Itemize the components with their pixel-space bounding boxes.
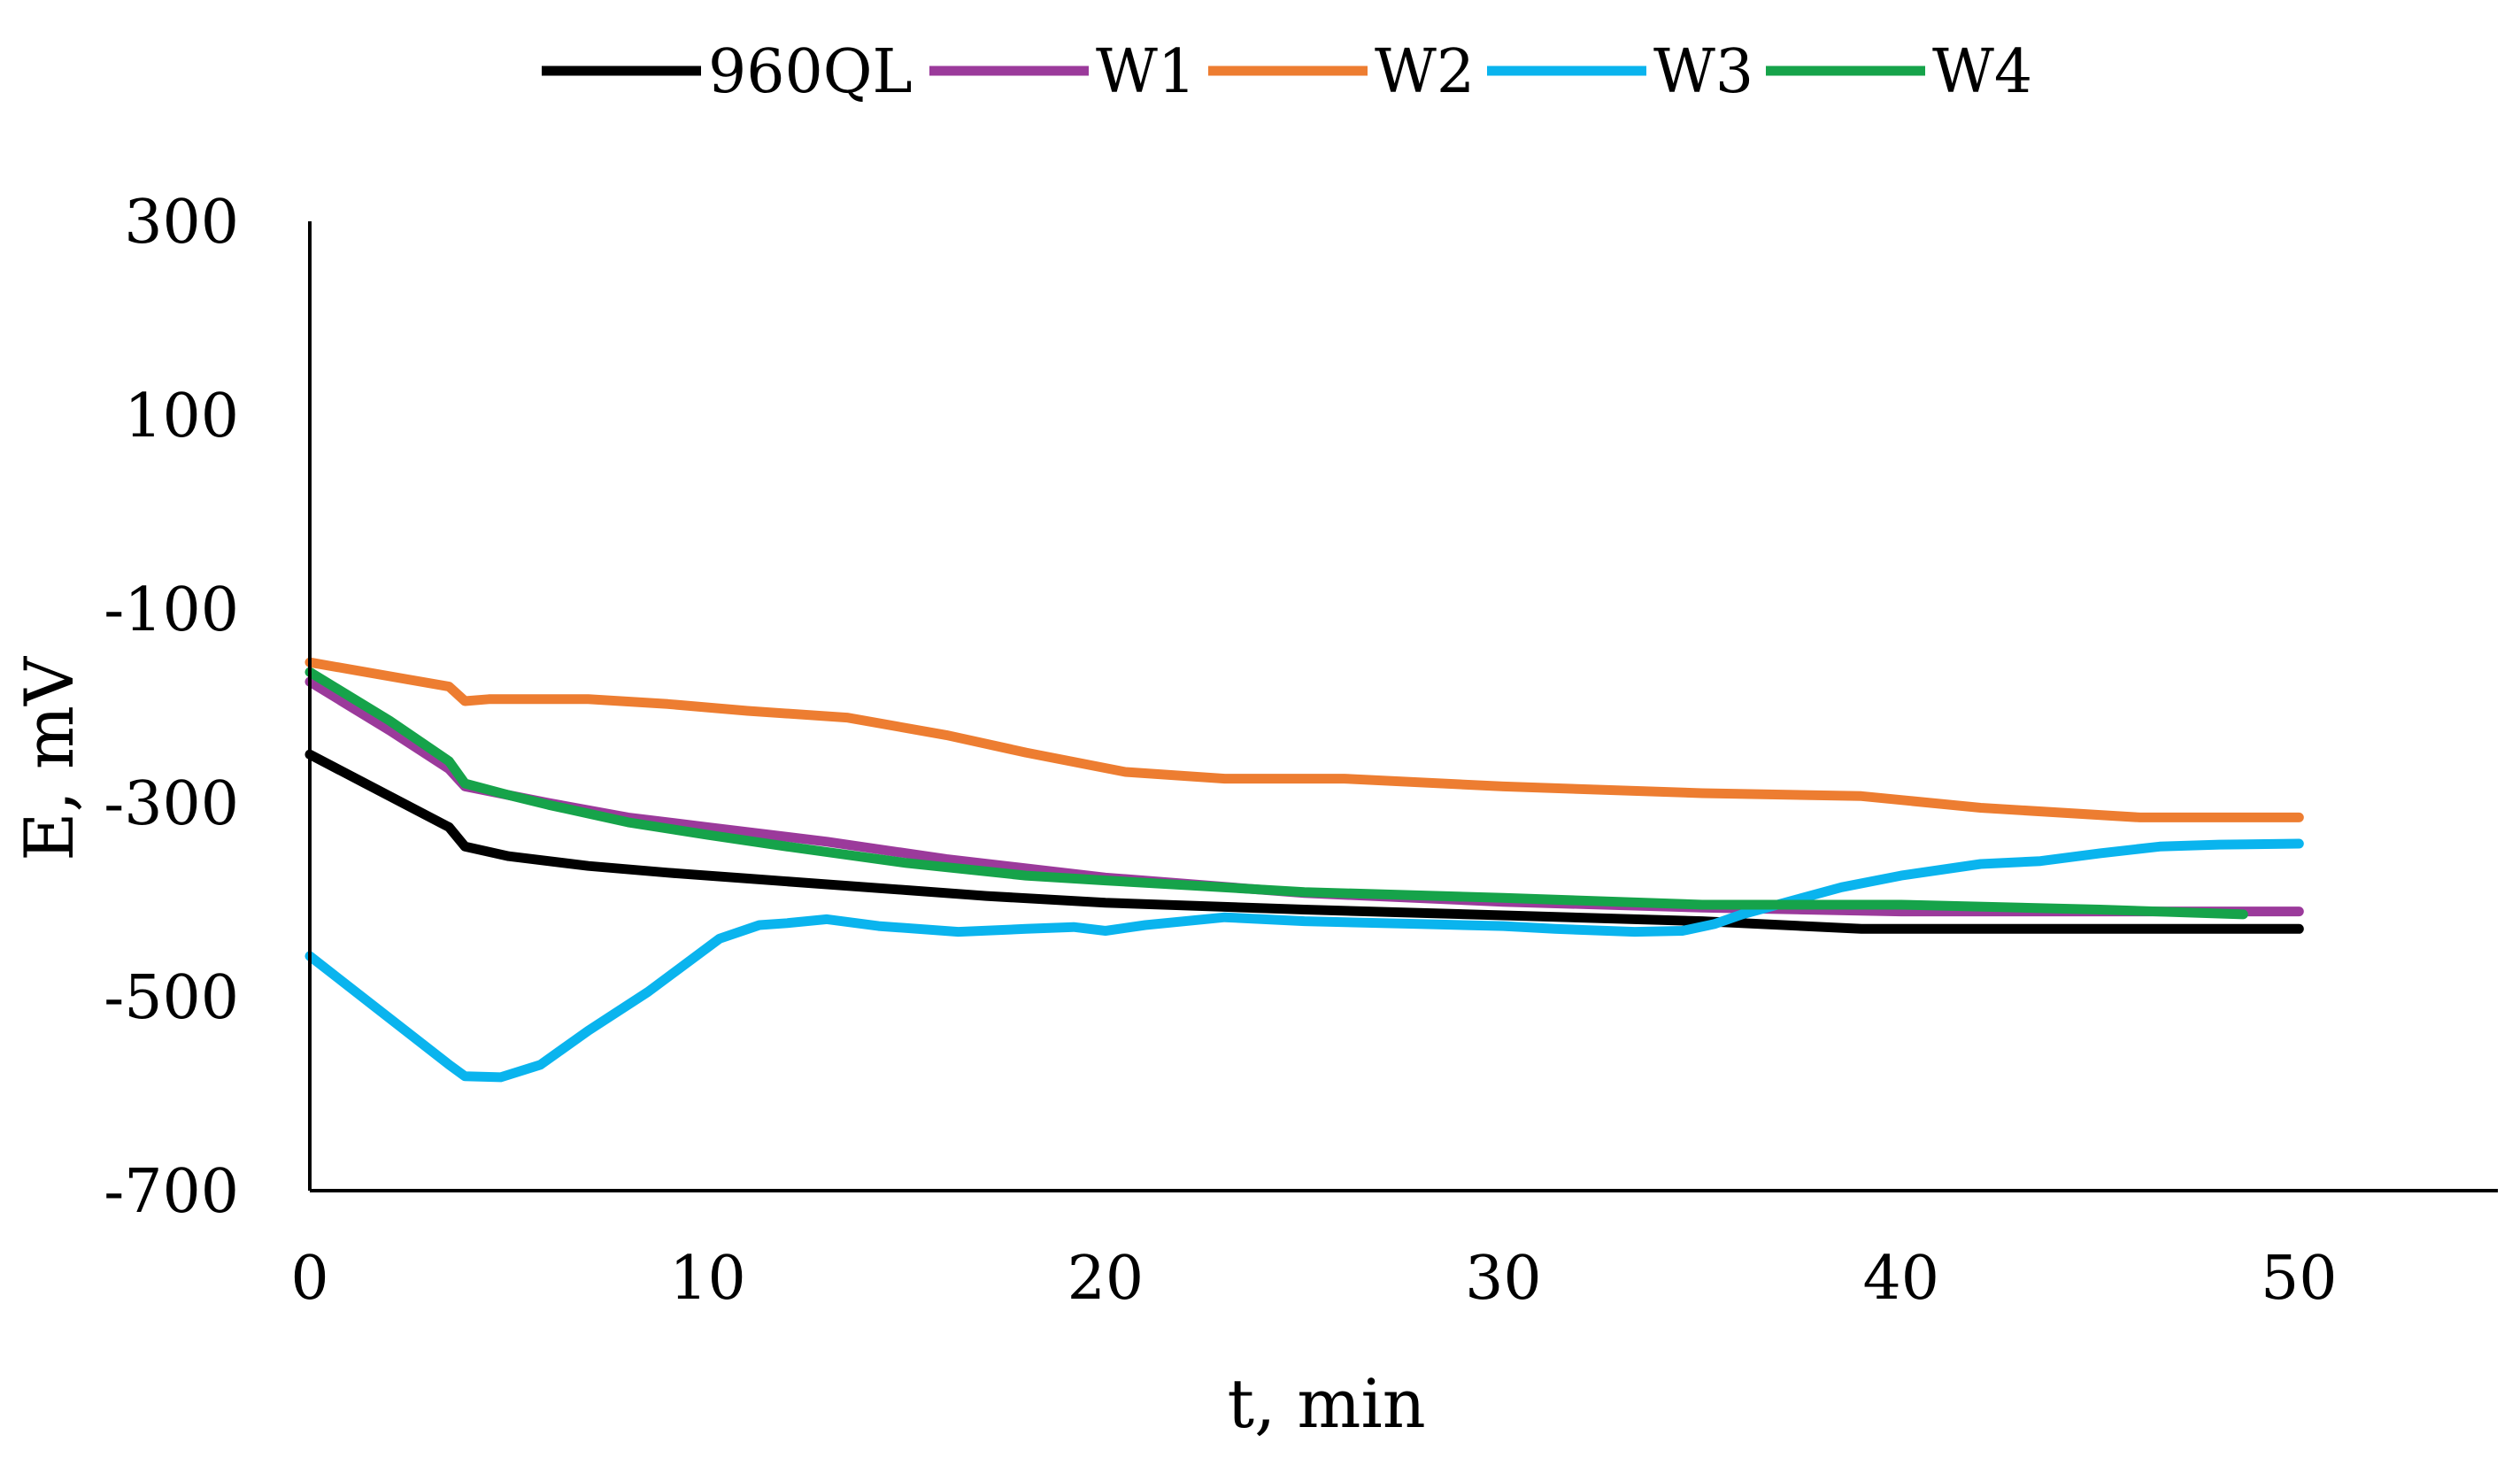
x-tick-label: 30 xyxy=(1465,1244,1542,1314)
legend-label: W1 xyxy=(1096,37,1196,107)
legend-label: 960QL xyxy=(708,37,913,107)
x-axis-title: t, min xyxy=(1228,1364,1426,1443)
x-tick-label: 40 xyxy=(1863,1244,1940,1314)
x-tick-label: 50 xyxy=(2261,1244,2338,1314)
series-line-w4 xyxy=(304,667,2248,920)
series-line-w1 xyxy=(304,676,2304,917)
legend-item-w1: W1 xyxy=(929,37,1196,107)
y-tick-label: -300 xyxy=(104,769,239,839)
y-tick-label: 100 xyxy=(124,382,239,451)
legend-item-960ql: 960QL xyxy=(542,37,913,107)
series-line-w3 xyxy=(304,838,2304,1083)
x-tick-label: 0 xyxy=(290,1244,328,1314)
x-tick-label: 10 xyxy=(669,1244,746,1314)
plot-series xyxy=(304,657,2304,1083)
legend-label: W4 xyxy=(1932,37,2032,107)
legend-item-w2: W2 xyxy=(1208,37,1475,107)
series-line-w2 xyxy=(304,657,2304,822)
legend: 960QL W1 W2 W3 W4 xyxy=(542,37,2032,107)
y-tick-label: -500 xyxy=(104,963,239,1033)
legend-item-w3: W3 xyxy=(1487,37,1753,107)
y-axis-title: E, mV xyxy=(10,656,89,861)
legend-item-w4: W4 xyxy=(1766,37,2032,107)
x-tick-label: 20 xyxy=(1067,1244,1144,1314)
x-tick-labels: 0 10 20 30 40 50 xyxy=(290,1244,2337,1314)
y-tick-label: 300 xyxy=(124,188,239,258)
y-tick-labels: 300 100 -100 -300 -500 -700 xyxy=(104,188,239,1227)
series-line-960ql xyxy=(304,749,2304,934)
y-tick-label: -100 xyxy=(104,575,239,645)
legend-label: W3 xyxy=(1653,37,1753,107)
y-tick-label: -700 xyxy=(104,1157,239,1227)
legend-label: W2 xyxy=(1375,37,1475,107)
